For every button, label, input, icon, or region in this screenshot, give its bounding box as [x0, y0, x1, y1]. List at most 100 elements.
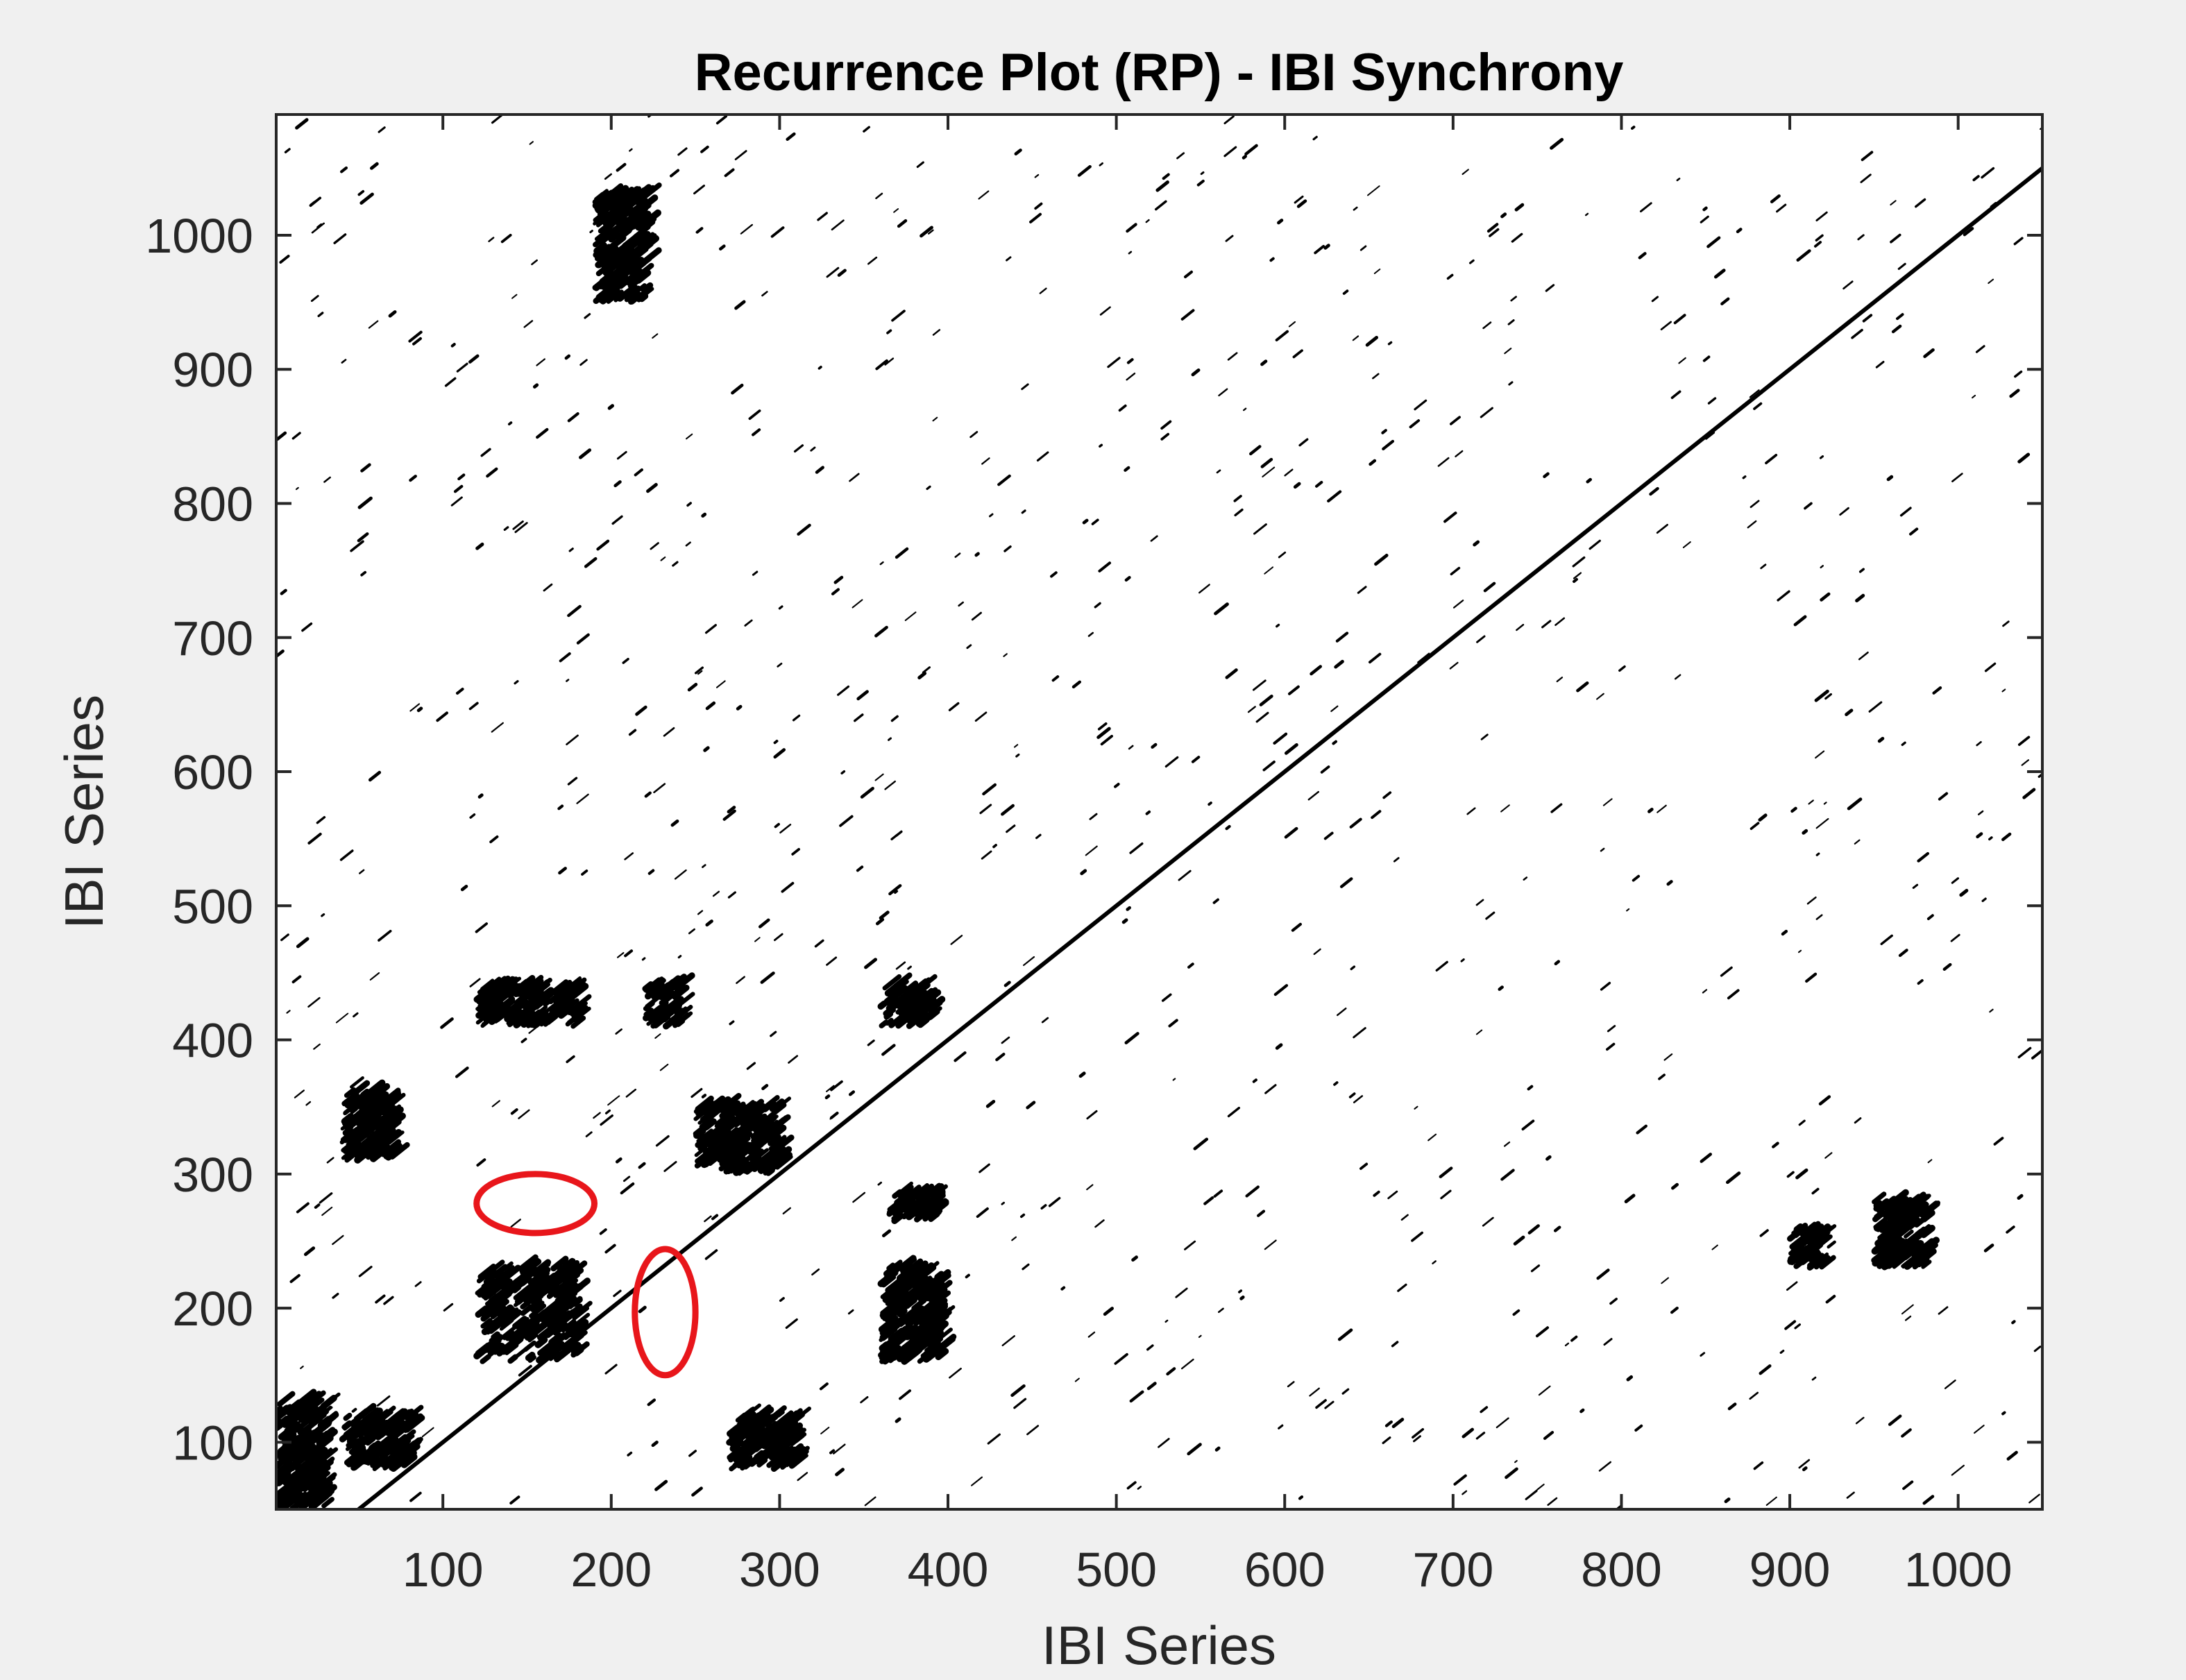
recurrence-mark	[1805, 1244, 1821, 1257]
recurrence-mark	[520, 1257, 541, 1276]
recurrence-mark	[1554, 617, 1566, 626]
recurrence-mark	[1776, 203, 1787, 213]
recurrence-mark	[341, 1149, 354, 1160]
recurrence-mark	[1702, 355, 1711, 362]
recurrence-mark	[1891, 324, 1902, 334]
recurrence-mark	[1001, 804, 1015, 816]
recurrence-mark	[282, 1491, 304, 1509]
recurrence-mark	[1938, 792, 1949, 801]
recurrence-mark	[1749, 500, 1760, 509]
recurrence-mark	[607, 404, 615, 410]
recurrence-mark	[1917, 1248, 1937, 1266]
recurrence-mark	[643, 232, 652, 240]
recurrence-mark	[607, 207, 626, 224]
recurrence-mark	[1700, 1352, 1706, 1357]
recurrence-mark	[1387, 341, 1393, 346]
recurrence-mark	[1890, 1202, 1901, 1211]
recurrence-mark	[319, 1488, 335, 1502]
recurrence-mark	[756, 1457, 768, 1468]
recurrence-mark	[1508, 381, 1514, 386]
recurrence-mark	[276, 1491, 292, 1508]
recurrence-mark	[319, 1411, 339, 1427]
recurrence-mark	[2013, 237, 2024, 246]
recurrence-mark	[860, 786, 874, 799]
recurrence-mark	[911, 978, 929, 993]
recurrence-mark	[1862, 314, 1873, 323]
recurrence-mark	[460, 884, 468, 892]
recurrence-mark	[350, 1420, 368, 1436]
recurrence-mark	[316, 815, 326, 824]
recurrence-mark	[370, 1453, 387, 1468]
recurrence-mark	[571, 983, 585, 996]
recurrence-mark	[1820, 592, 1831, 602]
recurrence-mark	[340, 1115, 359, 1131]
recurrence-mark	[722, 809, 736, 821]
recurrence-mark	[1034, 202, 1043, 210]
recurrence-mark	[655, 1135, 670, 1147]
recurrence-mark	[1414, 399, 1427, 411]
recurrence-mark	[360, 570, 367, 577]
recurrence-mark	[536, 427, 549, 439]
recurrence-mark	[907, 965, 912, 970]
recurrence-mark	[1600, 981, 1611, 991]
recurrence-mark	[752, 1155, 762, 1165]
recurrence-mark	[1160, 432, 1170, 441]
recurrence-mark	[1758, 813, 1768, 822]
recurrence-mark	[509, 983, 523, 996]
recurrence-mark	[1357, 586, 1367, 594]
recurrence-mark	[1218, 1307, 1224, 1314]
recurrence-mark	[1753, 1461, 1764, 1470]
recurrence-mark	[571, 1303, 583, 1314]
recurrence-mark	[652, 333, 659, 339]
recurrence-mark	[1700, 1153, 1712, 1163]
recurrence-mark	[1341, 1388, 1350, 1395]
recurrence-mark	[360, 1443, 378, 1459]
recurrence-mark	[1400, 1214, 1409, 1221]
recurrence-mark	[1184, 270, 1193, 279]
recurrence-mark	[695, 1095, 714, 1112]
recurrence-mark	[1023, 956, 1035, 967]
recurrence-mark	[534, 1336, 548, 1348]
recurrence-mark	[533, 1282, 552, 1299]
recurrence-mark	[414, 1281, 422, 1287]
recurrence-mark	[456, 362, 468, 373]
recurrence-mark	[455, 1067, 469, 1078]
y-tick-label: 600	[172, 745, 253, 799]
recurrence-mark	[819, 1382, 829, 1391]
recurrence-mark	[543, 1015, 557, 1027]
recurrence-mark	[1815, 750, 1825, 759]
recurrence-mark	[831, 219, 845, 231]
recurrence-mark	[1944, 1380, 1956, 1389]
recurrence-mark	[351, 1455, 361, 1463]
recurrence-mark	[837, 269, 847, 277]
recurrence-mark	[1901, 1304, 1914, 1315]
recurrence-mark	[1898, 949, 1908, 958]
recurrence-mark	[480, 1318, 493, 1329]
recurrence-mark	[1485, 911, 1496, 920]
recurrence-mark	[1913, 1212, 1933, 1228]
recurrence-mark	[1872, 1191, 1887, 1205]
recurrence-mark	[1003, 981, 1011, 987]
recurrence-mark	[592, 278, 606, 291]
recurrence-mark	[1598, 1461, 1612, 1472]
recurrence-mark	[1760, 563, 1767, 570]
recurrence-mark	[703, 746, 710, 752]
recurrence-mark	[1504, 348, 1512, 355]
recurrence-mark	[725, 1111, 736, 1121]
recurrence-mark	[635, 203, 652, 217]
recurrence-mark	[487, 1342, 503, 1356]
recurrence-mark	[1021, 383, 1029, 391]
recurrence-mark	[1124, 1032, 1139, 1044]
recurrence-mark	[1145, 810, 1151, 815]
recurrence-mark	[400, 1437, 423, 1456]
recurrence-mark	[350, 540, 364, 552]
recurrence-mark	[600, 1114, 613, 1126]
recurrence-mark	[1920, 1225, 1935, 1239]
recurrence-mark	[560, 1296, 577, 1311]
recurrence-mark	[1397, 1283, 1407, 1292]
recurrence-mark	[702, 864, 706, 868]
recurrence-mark	[540, 1299, 560, 1316]
recurrence-mark	[1233, 495, 1242, 502]
recurrence-mark	[897, 1307, 908, 1318]
recurrence-mark	[954, 1051, 967, 1062]
